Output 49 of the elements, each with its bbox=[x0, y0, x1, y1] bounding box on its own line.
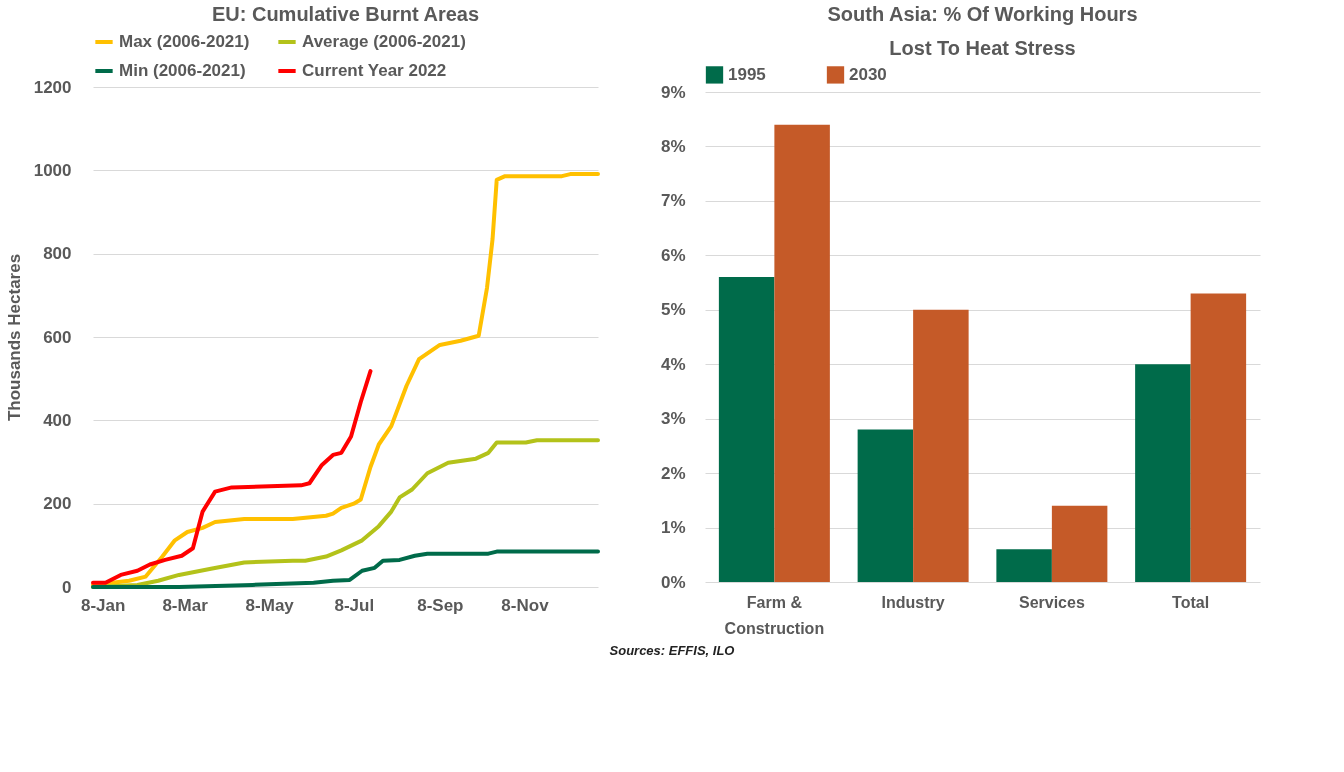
y-tick-label: 600 bbox=[43, 327, 72, 347]
y-tick-label: 1000 bbox=[33, 160, 72, 180]
x-tick-label: 8-Nov bbox=[501, 595, 550, 615]
x-tick-label: 8-Jul bbox=[334, 595, 375, 615]
y-tick-label: 3% bbox=[660, 409, 686, 429]
x-tick-label: 8-Sep bbox=[417, 595, 464, 615]
x-tick-label: 8-Jan bbox=[81, 595, 126, 615]
legend-label: Max (2006-2021) bbox=[119, 32, 250, 51]
bar bbox=[774, 124, 830, 582]
line-series bbox=[91, 549, 600, 589]
legend-label: 2030 bbox=[849, 64, 887, 84]
y-axis-title: Thousands Hectares bbox=[4, 253, 24, 422]
y-tick-label: 4% bbox=[660, 354, 686, 374]
y-tick-label: 9% bbox=[660, 82, 686, 102]
y-tick-label: 2% bbox=[660, 463, 686, 483]
source-note: Sources: EFFIS, ILO bbox=[608, 643, 736, 658]
bar bbox=[996, 549, 1052, 582]
x-tick-label: Industry bbox=[881, 593, 945, 611]
bar bbox=[1135, 364, 1191, 582]
y-tick-label: 5% bbox=[660, 300, 686, 320]
x-tick-label: 8-May bbox=[245, 595, 295, 615]
chart-title: South Asia: % Of Working Hours Lost To Heat Stress bbox=[827, 3, 1138, 59]
y-tick-label: 6% bbox=[660, 245, 686, 265]
y-tick-label: 1% bbox=[660, 518, 686, 538]
x-tick-label: Farm & Construction bbox=[724, 593, 825, 637]
x-tick-label: Services bbox=[1018, 593, 1085, 611]
y-tick-label: 400 bbox=[43, 410, 72, 430]
line-series bbox=[91, 369, 373, 585]
chart-title: EU: Cumulative Burnt Areas bbox=[211, 3, 480, 25]
bar bbox=[913, 309, 969, 582]
line-series bbox=[91, 172, 600, 587]
y-tick-label: 1200 bbox=[33, 77, 72, 97]
x-tick-label: Total bbox=[1172, 593, 1210, 611]
y-tick-label: 200 bbox=[43, 494, 72, 514]
x-tick-label: 8-Mar bbox=[162, 595, 209, 615]
y-tick-label: 0 bbox=[62, 577, 72, 597]
legend-label: Min (2006-2021) bbox=[119, 61, 246, 80]
y-tick-label: 7% bbox=[660, 191, 686, 211]
y-tick-label: 800 bbox=[43, 244, 72, 264]
bar bbox=[718, 277, 775, 582]
y-tick-label: 8% bbox=[660, 136, 686, 156]
bar bbox=[1190, 293, 1247, 582]
legend-label: Current Year 2022 bbox=[302, 61, 447, 80]
line-series bbox=[91, 438, 600, 589]
bar bbox=[857, 429, 914, 582]
bar bbox=[1051, 505, 1108, 582]
legend-label: 1995 bbox=[728, 64, 766, 84]
legend-label: Average (2006-2021) bbox=[302, 32, 466, 51]
y-tick-label: 0% bbox=[660, 572, 686, 592]
